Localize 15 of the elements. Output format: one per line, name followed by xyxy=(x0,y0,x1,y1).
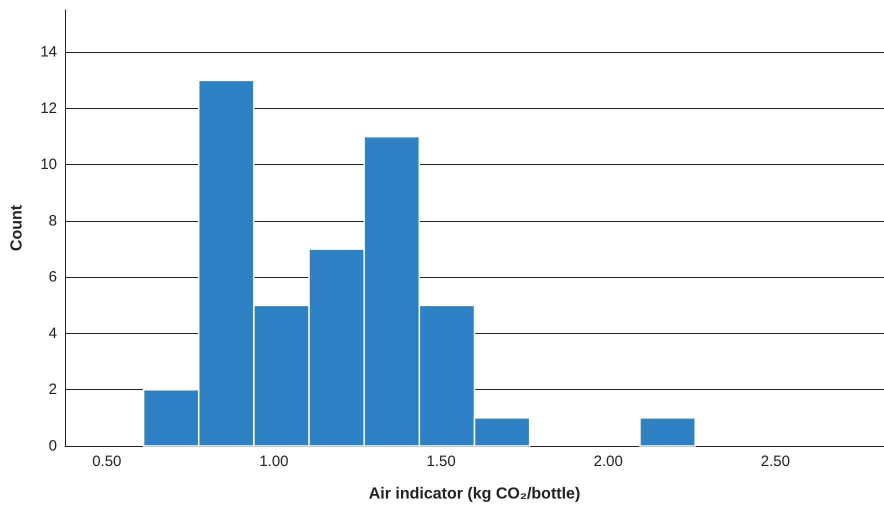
x-tick-label: 2.00 xyxy=(594,453,623,470)
y-tick-label: 4 xyxy=(48,324,57,342)
x-axis-title: Air indicator (kg CO₂/bottle) xyxy=(368,486,580,502)
y-tick-label: 12 xyxy=(40,100,57,117)
y-tick-label: 8 xyxy=(48,212,57,230)
x-tick-label: 2.50 xyxy=(760,453,790,470)
y-axis-title: Count xyxy=(8,204,26,252)
y-tick-label: 6 xyxy=(48,268,57,286)
y-tick-label: 14 xyxy=(40,44,57,61)
x-tick-label: 0.50 xyxy=(92,453,122,470)
y-tick-label: 10 xyxy=(40,156,57,174)
x-tick-label: 1.50 xyxy=(426,453,456,470)
y-tick-label: 0 xyxy=(48,438,57,454)
x-tick-label: 1.00 xyxy=(259,453,289,470)
y-tick-label: 2 xyxy=(48,381,57,398)
